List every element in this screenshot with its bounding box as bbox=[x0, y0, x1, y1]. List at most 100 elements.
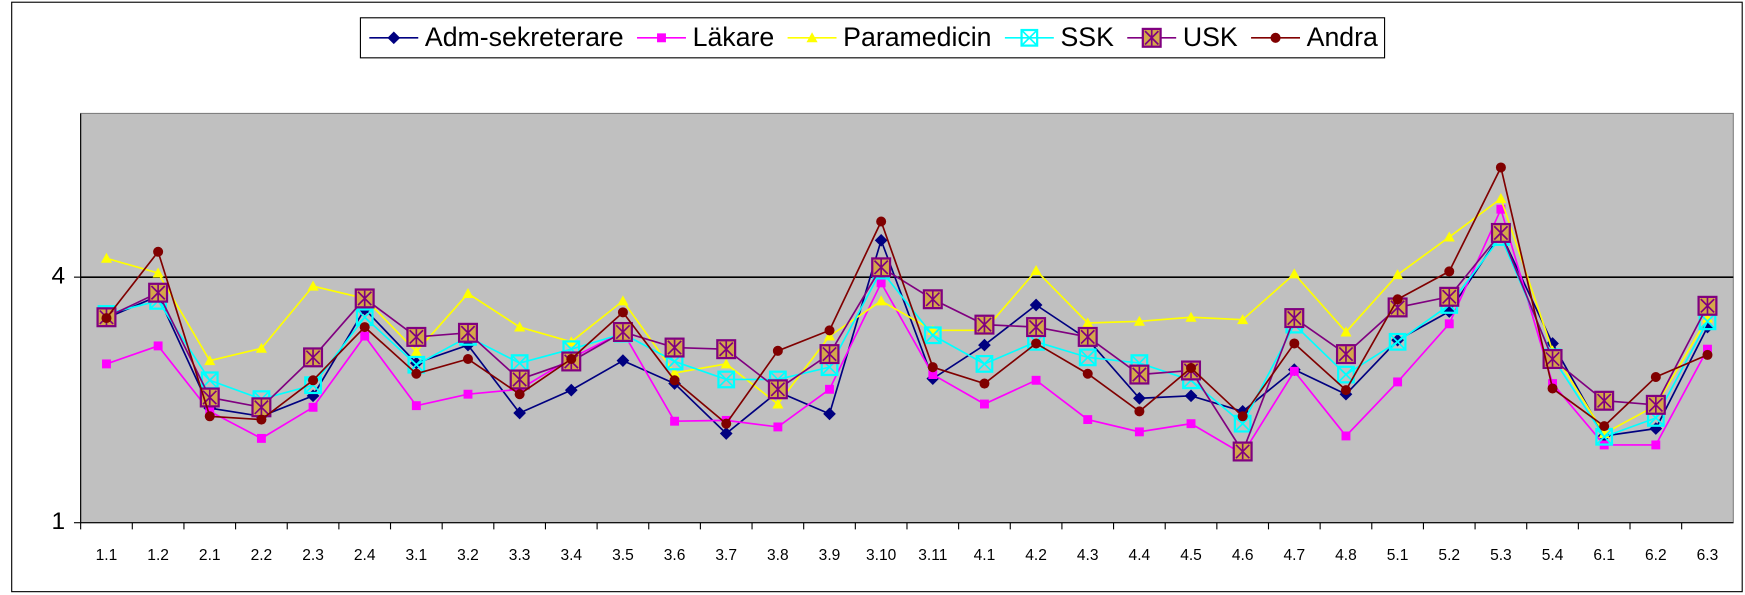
point bbox=[1392, 269, 1404, 280]
point bbox=[1029, 298, 1043, 312]
point bbox=[772, 398, 784, 409]
x-tick-label: 4.2 bbox=[1025, 547, 1047, 564]
point bbox=[927, 362, 938, 373]
marker-cross bbox=[356, 308, 374, 326]
marker bbox=[255, 342, 267, 353]
marker bbox=[1547, 383, 1558, 394]
marker-star bbox=[977, 316, 992, 333]
marker bbox=[1341, 431, 1351, 441]
marker-star bbox=[305, 349, 321, 366]
marker bbox=[616, 354, 630, 367]
marker bbox=[1599, 421, 1610, 432]
marker-star bbox=[770, 381, 786, 398]
point bbox=[411, 401, 421, 411]
marker bbox=[462, 353, 473, 365]
marker bbox=[1288, 268, 1300, 279]
marker bbox=[824, 325, 835, 336]
marker bbox=[876, 278, 886, 288]
marker bbox=[360, 331, 370, 341]
point bbox=[1030, 265, 1042, 276]
point bbox=[251, 397, 272, 418]
x-tick-label: 1.2 bbox=[147, 547, 169, 564]
marker bbox=[1186, 363, 1197, 374]
legend-label: Paramedicin bbox=[843, 22, 991, 52]
point bbox=[1387, 297, 1408, 318]
point bbox=[204, 411, 215, 422]
marker bbox=[1020, 28, 1039, 47]
point bbox=[1270, 32, 1281, 43]
marker-star bbox=[1132, 366, 1147, 383]
marker bbox=[1031, 338, 1042, 349]
point bbox=[1284, 308, 1305, 329]
marker-cross bbox=[1234, 415, 1252, 433]
x-tick-label: 2.2 bbox=[251, 547, 273, 564]
point bbox=[1020, 28, 1039, 47]
point bbox=[308, 402, 318, 412]
marker bbox=[1133, 315, 1145, 326]
point bbox=[1031, 338, 1042, 349]
point bbox=[411, 368, 422, 379]
marker bbox=[152, 267, 164, 278]
marker bbox=[1702, 349, 1713, 360]
point bbox=[1444, 319, 1454, 329]
point bbox=[923, 326, 942, 345]
point bbox=[1650, 372, 1661, 383]
x-tick-label: 1.1 bbox=[96, 547, 118, 564]
point bbox=[1495, 193, 1507, 204]
x-tick-label: 3.6 bbox=[664, 547, 686, 564]
legend-label: USK bbox=[1183, 22, 1238, 52]
marker bbox=[657, 33, 666, 43]
marker bbox=[617, 307, 628, 318]
point bbox=[513, 406, 526, 420]
point bbox=[1393, 377, 1403, 387]
point bbox=[564, 383, 578, 397]
marker-star bbox=[1287, 310, 1302, 326]
point bbox=[617, 307, 628, 318]
point bbox=[148, 282, 169, 303]
marker-cross bbox=[1389, 333, 1406, 351]
legend: Adm-sekreterare Läkare Paramedicin SSK USK An… bbox=[359, 17, 1386, 59]
point bbox=[669, 367, 681, 378]
marker bbox=[719, 427, 733, 440]
marker-star bbox=[1080, 329, 1095, 345]
point bbox=[616, 354, 630, 367]
marker-star bbox=[1493, 225, 1509, 241]
point bbox=[1645, 394, 1666, 415]
marker-star bbox=[460, 325, 476, 341]
point bbox=[387, 31, 401, 45]
marker bbox=[1237, 411, 1248, 422]
marker bbox=[1031, 375, 1041, 385]
x-tick-label: 3.4 bbox=[560, 547, 582, 564]
x-tick-label: 2.4 bbox=[354, 547, 376, 564]
marker-star bbox=[1338, 346, 1354, 362]
point bbox=[153, 341, 163, 351]
x-tick-label: 4.6 bbox=[1232, 547, 1254, 564]
x-tick-label: 3.1 bbox=[406, 547, 428, 564]
point bbox=[767, 379, 788, 400]
point bbox=[773, 422, 783, 432]
point bbox=[566, 353, 577, 365]
marker bbox=[462, 287, 474, 298]
marker bbox=[1340, 385, 1351, 396]
point bbox=[308, 375, 319, 386]
marker bbox=[101, 313, 112, 324]
marker bbox=[927, 362, 938, 373]
marker-cross bbox=[976, 355, 993, 373]
point bbox=[716, 339, 737, 360]
point bbox=[1392, 294, 1403, 305]
x-tick-label: 5.2 bbox=[1438, 547, 1460, 564]
point bbox=[1490, 222, 1511, 243]
x-tick-label: 6.1 bbox=[1593, 547, 1615, 564]
marker bbox=[773, 422, 783, 432]
point bbox=[1133, 391, 1146, 405]
marker bbox=[1030, 265, 1042, 276]
marker bbox=[513, 406, 526, 420]
marker bbox=[1237, 314, 1249, 325]
point bbox=[1031, 375, 1041, 385]
marker bbox=[923, 326, 942, 345]
point bbox=[1702, 349, 1713, 360]
marker bbox=[566, 353, 577, 365]
x-tick-label: 3.11 bbox=[918, 547, 947, 564]
point bbox=[457, 322, 478, 343]
